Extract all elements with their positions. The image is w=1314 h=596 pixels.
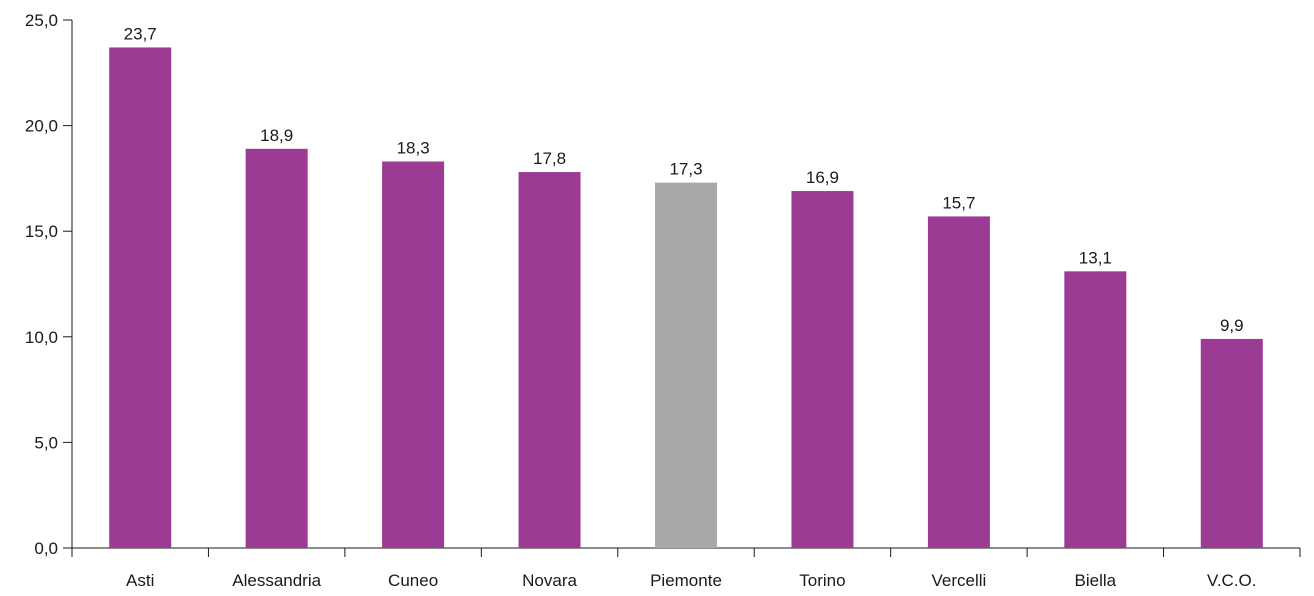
bar-biella	[1064, 271, 1127, 548]
data-label: 18,9	[260, 126, 293, 145]
bar-asti	[109, 47, 172, 549]
bar-vercelli	[927, 216, 990, 548]
data-label: 13,1	[1079, 248, 1112, 267]
bar-piemonte	[655, 182, 717, 548]
y-tick-label: 15,0	[25, 222, 58, 241]
data-label: 17,8	[533, 149, 566, 168]
category-label: Piemonte	[650, 571, 722, 590]
bars	[109, 47, 1263, 549]
bar-torino	[791, 191, 854, 548]
y-axis: 0,0 5,0 10,0 15,0 20,0 25,0	[25, 11, 73, 558]
category-label: Asti	[126, 571, 154, 590]
y-tick-label: 25,0	[25, 11, 58, 30]
y-tick-label: 10,0	[25, 328, 58, 347]
data-label: 23,7	[124, 24, 157, 43]
category-label: Novara	[522, 571, 577, 590]
x-axis	[71, 547, 1301, 557]
category-label: V.C.O.	[1207, 571, 1256, 590]
bar-cuneo	[382, 161, 445, 548]
bar-novara	[518, 172, 581, 548]
data-label: 9,9	[1220, 316, 1244, 335]
category-labels: Asti Alessandria Cuneo Novara Piemonte Torino…	[126, 571, 1256, 590]
data-label: 16,9	[806, 168, 839, 187]
y-tick-label: 5,0	[34, 433, 58, 452]
category-label: Cuneo	[388, 571, 438, 590]
bar-alessandria	[245, 148, 308, 548]
y-tick-label: 0,0	[34, 539, 58, 558]
category-label: Torino	[799, 571, 845, 590]
data-labels: 23,7 18,9 18,3 17,8 17,3 16,9 15,7 13,1 9,9	[124, 24, 1244, 334]
data-label: 15,7	[942, 193, 975, 212]
category-label: Biella	[1075, 571, 1117, 590]
data-label: 17,3	[669, 160, 702, 179]
bar-v-c-o	[1200, 338, 1263, 548]
category-label: Alessandria	[232, 571, 321, 590]
category-label: Vercelli	[931, 571, 986, 590]
y-tick-label: 20,0	[25, 117, 58, 136]
data-label: 18,3	[397, 139, 430, 158]
